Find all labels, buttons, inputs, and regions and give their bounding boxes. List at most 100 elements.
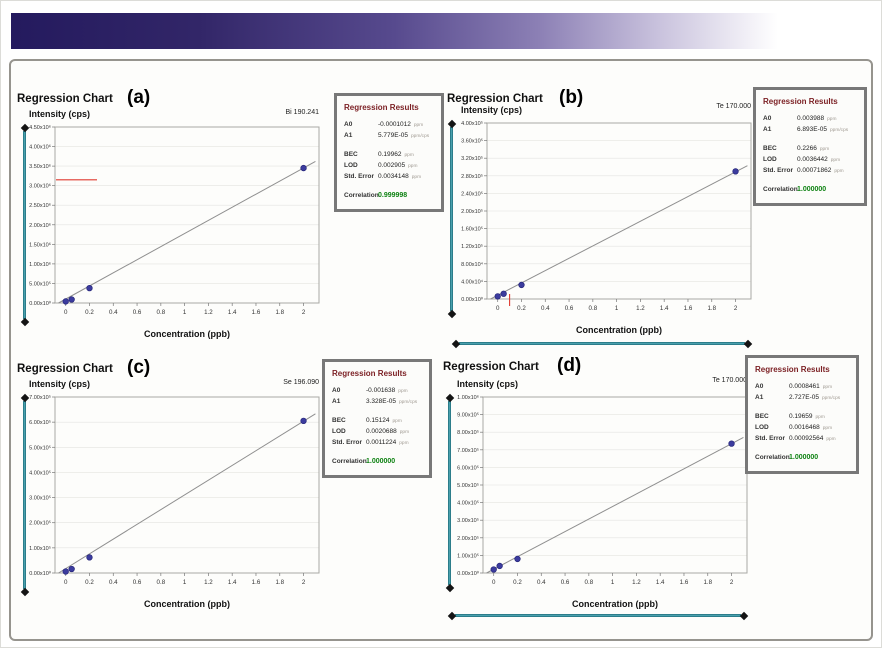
- results-title: Regression Results: [755, 365, 830, 374]
- svg-text:0.2: 0.2: [85, 309, 94, 316]
- result-unit: ppm: [392, 419, 402, 424]
- horizontal-zoom-slider[interactable]: [447, 611, 749, 620]
- horizontal-zoom-slider[interactable]: [451, 339, 753, 348]
- svg-text:1.50x10⁶: 1.50x10⁶: [29, 241, 51, 248]
- result-row-std-error: Std. Error 0.0034148 ppm: [344, 172, 434, 183]
- svg-text:0.2: 0.2: [513, 579, 522, 586]
- result-value: 0.002905: [378, 162, 406, 169]
- slider-handle-right-icon[interactable]: [743, 339, 753, 348]
- result-unit: ppm: [398, 389, 408, 394]
- svg-text:1.6: 1.6: [684, 305, 693, 312]
- slider-track[interactable]: [459, 342, 745, 345]
- result-value: 3.328E-05: [366, 398, 396, 405]
- svg-text:2.00x10⁶: 2.00x10⁶: [29, 222, 51, 229]
- svg-text:0.6: 0.6: [561, 579, 570, 586]
- slider-track[interactable]: [455, 614, 741, 617]
- svg-text:2.50x10⁶: 2.50x10⁶: [29, 202, 51, 209]
- svg-text:0.4: 0.4: [109, 579, 118, 586]
- result-unit: ppm: [413, 123, 424, 128]
- slider-track[interactable]: [23, 401, 26, 589]
- correlation-value: 1.000000: [797, 186, 827, 193]
- y-axis-title: Intensity (cps): [29, 109, 91, 119]
- result-row-lod: LOD 0.002905 ppm: [344, 161, 434, 172]
- results-title: Regression Results: [344, 103, 419, 112]
- result-unit: ppm/cps: [830, 128, 849, 133]
- slider-track[interactable]: [448, 401, 451, 585]
- result-label: Correlation: [763, 186, 798, 193]
- result-label: LOD: [755, 424, 769, 431]
- svg-text:1.8: 1.8: [703, 579, 712, 586]
- svg-text:6.00x10⁵: 6.00x10⁵: [29, 419, 51, 426]
- result-row-a0: A0 0.0008461 ppm: [755, 382, 849, 393]
- element-label: Te 170.000: [716, 103, 751, 110]
- regression-results-box: Regression Results A0 -0.0001012 ppm A1 …: [334, 93, 444, 212]
- vertical-zoom-slider[interactable]: [447, 119, 456, 319]
- svg-text:2.40x10⁵: 2.40x10⁵: [461, 190, 483, 197]
- svg-text:1.00x10⁵: 1.00x10⁵: [457, 552, 479, 559]
- svg-text:1.8: 1.8: [707, 305, 716, 312]
- result-unit: ppm: [822, 385, 833, 390]
- slider-handle-left-icon[interactable]: [447, 611, 457, 620]
- svg-text:1.4: 1.4: [228, 309, 237, 316]
- results-spacer: [332, 408, 422, 416]
- x-axis-title: Concentration (ppb): [144, 329, 230, 339]
- results-spacer: [763, 136, 857, 144]
- result-row-lod: LOD 0.0016468 ppm: [755, 423, 849, 434]
- result-row-lod: LOD 0.0036442 ppm: [763, 155, 857, 166]
- svg-text:2: 2: [302, 579, 306, 586]
- result-unit: ppm: [399, 430, 410, 435]
- slider-handle-right-icon[interactable]: [739, 611, 749, 620]
- results-title: Regression Results: [763, 97, 838, 106]
- result-row-a0: A0 -0.001638 ppm: [332, 386, 422, 397]
- svg-text:1.00x10⁶: 1.00x10⁶: [29, 261, 51, 268]
- vertical-zoom-slider[interactable]: [20, 123, 29, 327]
- result-label: A0: [755, 383, 764, 390]
- svg-text:1.2: 1.2: [636, 305, 645, 312]
- slider-track[interactable]: [23, 131, 26, 319]
- result-row-correlation: Correlation 1.000000: [755, 453, 849, 463]
- header-banner: [11, 13, 863, 49]
- svg-text:4.00x10⁶: 4.00x10⁶: [29, 144, 51, 151]
- svg-text:1.8: 1.8: [275, 309, 284, 316]
- svg-text:0.8: 0.8: [157, 309, 166, 316]
- regression-results-box: Regression Results A0 0.003988 ppm A1 6.…: [753, 87, 867, 206]
- chart-title: Regression Chart: [447, 93, 543, 105]
- result-value: -0.0001012: [378, 121, 411, 128]
- result-row-lod: LOD 0.0020688 ppm: [332, 427, 422, 438]
- result-value: 0.19962: [378, 151, 402, 158]
- svg-text:4.00x10⁴: 4.00x10⁴: [461, 278, 484, 285]
- svg-text:1.2: 1.2: [632, 579, 641, 586]
- svg-text:3.00x10⁵: 3.00x10⁵: [29, 495, 51, 502]
- result-value: 0.003988: [797, 115, 825, 122]
- svg-text:3.00x10⁶: 3.00x10⁶: [29, 183, 51, 190]
- svg-text:3.20x10⁵: 3.20x10⁵: [461, 155, 483, 162]
- regression-plot[interactable]: 4.50x10⁶ 4.00x10⁶ 3.50x10⁶ 3.00x10⁶ 2.50x10⁶…: [21, 121, 331, 326]
- result-label: A0: [344, 121, 353, 128]
- slider-track[interactable]: [450, 127, 453, 311]
- y-axis-title: Intensity (cps): [461, 105, 523, 115]
- result-unit: ppm: [834, 169, 844, 174]
- element-label: Te 170.000: [712, 377, 747, 384]
- regression-results-box: Regression Results A0 0.0008461 ppm A1 2…: [745, 355, 859, 474]
- svg-text:1.2: 1.2: [204, 579, 213, 586]
- regression-plot[interactable]: 7.00x10⁵ 6.00x10⁵ 5.00x10⁵ 4.00x10⁵ 3.00x10⁵…: [21, 391, 331, 596]
- slider-handle-left-icon[interactable]: [451, 339, 461, 348]
- vertical-zoom-slider[interactable]: [20, 393, 29, 597]
- svg-text:0.2: 0.2: [85, 579, 94, 586]
- vertical-zoom-slider[interactable]: [445, 393, 454, 593]
- regression-plot[interactable]: 1.00x10⁶ 9.00x10⁵ 8.00x10⁵ 7.00x10⁵ 6.00x10⁵…: [449, 391, 759, 596]
- result-label: Std. Error: [755, 435, 785, 442]
- panel-label: (b): [559, 87, 584, 108]
- x-axis-title: Concentration (ppb): [576, 325, 662, 335]
- result-row-a1: A1 2.727E-05 ppm/cps: [755, 393, 849, 404]
- result-value: 0.15124: [366, 417, 390, 424]
- svg-text:1.60x10⁵: 1.60x10⁵: [461, 226, 483, 233]
- svg-text:4.00x10⁵: 4.00x10⁵: [461, 120, 483, 127]
- svg-text:0.8: 0.8: [585, 579, 594, 586]
- regression-plot[interactable]: 4.00x10⁵ 3.60x10⁵ 3.20x10⁵ 2.80x10⁵ 2.40x10⁵…: [453, 117, 763, 322]
- correlation-value: 1.000000: [366, 458, 396, 465]
- chart-title: Regression Chart: [17, 93, 113, 105]
- svg-text:1.6: 1.6: [252, 309, 261, 316]
- svg-text:4.00x10⁵: 4.00x10⁵: [29, 469, 51, 476]
